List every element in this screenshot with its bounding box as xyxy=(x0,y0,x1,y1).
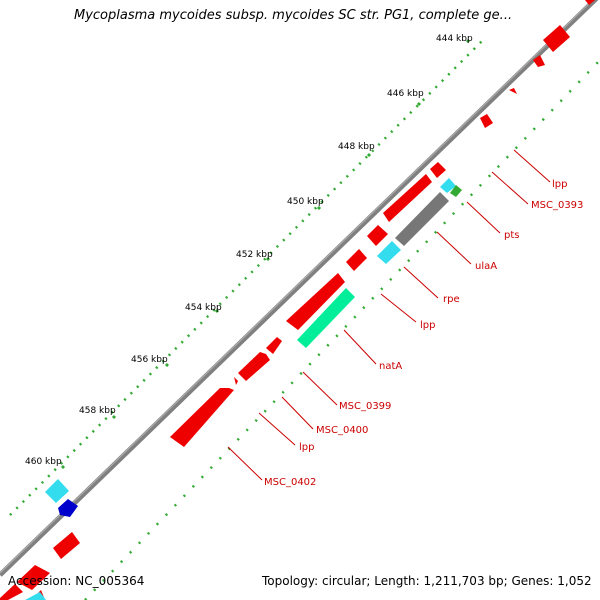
tick-mark xyxy=(366,152,372,158)
tick-label: 448 kbp xyxy=(338,142,375,152)
tick-marks xyxy=(60,38,471,470)
cds-arrow xyxy=(0,584,23,600)
blue-feature xyxy=(58,499,78,517)
cds-arrow xyxy=(170,388,234,447)
connector-line xyxy=(302,371,338,406)
gene-label: MSC_0400 xyxy=(316,425,368,436)
tick-label: 450 kbp xyxy=(287,197,324,207)
trna-feature xyxy=(25,592,46,600)
connector-line xyxy=(513,149,551,183)
tick-mark xyxy=(316,205,322,211)
genome-backbone xyxy=(0,0,599,577)
cds-arrow xyxy=(346,249,367,271)
trna-feature xyxy=(377,241,401,264)
tick-label: 454 kbp xyxy=(185,303,222,313)
tick-label: 446 kbp xyxy=(387,89,424,99)
tick-mark xyxy=(111,414,117,420)
gene-label: lpp xyxy=(299,442,314,453)
connector-line xyxy=(403,266,439,299)
gene-label: MSC_0399 xyxy=(339,401,391,412)
inner-dotted-track xyxy=(84,59,600,600)
gene-label: natA xyxy=(379,361,402,372)
tick-label: 460 kbp xyxy=(25,457,62,467)
tick-mark xyxy=(265,256,271,262)
connector-line xyxy=(343,329,377,365)
gene-label: rpe xyxy=(443,294,460,305)
connector-line xyxy=(258,412,296,446)
cds-arrow xyxy=(53,532,80,559)
cds-arrow xyxy=(533,55,545,67)
tick-mark xyxy=(164,362,170,368)
connector-line xyxy=(380,293,417,323)
tick-label: 456 kbp xyxy=(131,355,168,365)
tick-mark xyxy=(214,308,220,314)
cds-arrow xyxy=(509,88,517,94)
cds-arrow xyxy=(383,174,432,222)
connector-line xyxy=(491,171,529,205)
cds-arrow xyxy=(585,0,595,5)
trna-feature xyxy=(45,479,69,503)
tick-mark xyxy=(60,464,66,470)
map-title: Mycoplasma mycoides subsp. mycoides SC s… xyxy=(74,8,513,23)
cds-arrow xyxy=(234,377,238,385)
cds-arrow xyxy=(238,352,270,381)
other-feature xyxy=(395,192,449,246)
tick-mark xyxy=(465,38,471,44)
connector-line xyxy=(436,231,472,265)
cds-arrow xyxy=(543,25,570,52)
accession-text: Accession: NC_005364 xyxy=(8,574,145,588)
cds-arrow xyxy=(286,273,345,330)
cds-arrow xyxy=(367,225,388,246)
gene-label: MSC_0393 xyxy=(531,200,583,211)
tick-label: 452 kbp xyxy=(236,250,273,260)
connector-line xyxy=(466,201,501,234)
tick-mark xyxy=(416,101,422,107)
genome-summary-text: Topology: circular; Length: 1,211,703 bp… xyxy=(262,574,592,588)
tick-label: 444 kbp xyxy=(436,34,473,44)
rrna-feature xyxy=(297,288,355,348)
cds-arrow xyxy=(480,114,493,128)
gene-label: MSC_0402 xyxy=(264,477,316,488)
gene-label: ulaA xyxy=(475,261,497,272)
gene-label: pts xyxy=(504,230,519,241)
green-feature xyxy=(450,185,462,197)
cds-arrow xyxy=(430,162,446,178)
cds-arrow xyxy=(266,337,282,354)
trna-feature xyxy=(440,178,456,193)
cds-arrow xyxy=(17,565,50,590)
connector-line xyxy=(227,446,263,481)
genome-backbone-highlight xyxy=(0,0,594,574)
connector-line xyxy=(281,396,314,430)
gene-label: lpp xyxy=(552,179,567,190)
label-connectors xyxy=(227,149,551,481)
gene-label: lpp xyxy=(420,320,435,331)
reverse-strand-features xyxy=(25,55,545,600)
tick-label: 458 kbp xyxy=(79,406,116,416)
